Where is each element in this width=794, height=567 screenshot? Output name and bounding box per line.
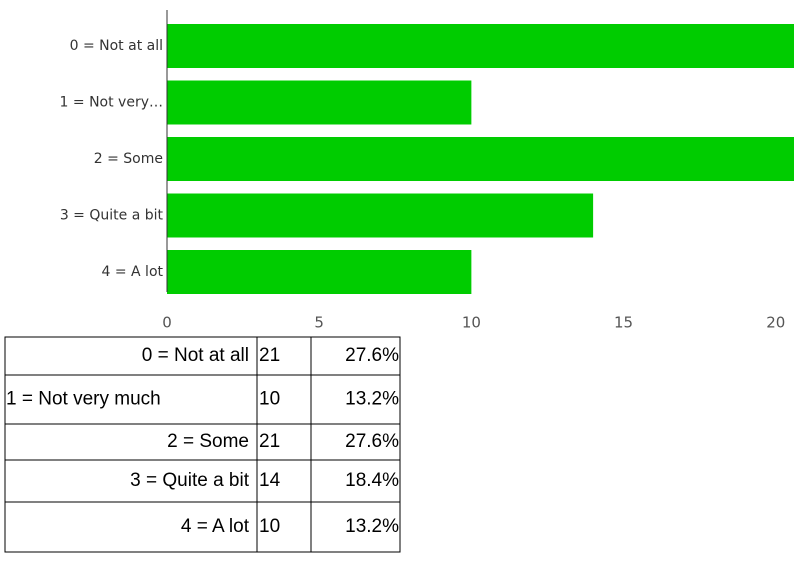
table-text: 14 xyxy=(259,470,281,491)
table-text: 0 = Not at all xyxy=(142,345,249,366)
x-tick-label: 10 xyxy=(462,314,481,332)
table-text: 27.6% xyxy=(345,431,399,452)
y-tick-label: 0 = Not at all xyxy=(70,38,163,54)
bar xyxy=(167,193,594,238)
x-tick-label: 15 xyxy=(614,314,633,332)
x-tick-label: 0 xyxy=(162,314,172,332)
table-text: 18.4% xyxy=(345,470,399,491)
table-cell xyxy=(310,501,401,553)
table-text: 27.6% xyxy=(345,345,399,366)
table-text: 3 = Quite a bit xyxy=(130,470,250,491)
bar xyxy=(167,250,472,294)
bar xyxy=(167,24,794,68)
x-tick-label: 20 xyxy=(766,314,785,332)
bar xyxy=(167,137,794,181)
table-text: 2 = Some xyxy=(167,431,249,452)
y-tick-label: 1 = Not very… xyxy=(60,95,163,111)
table-text: 13.2% xyxy=(345,516,399,537)
table-text: 4 = A lot xyxy=(181,516,250,537)
table-text: 10 xyxy=(259,389,280,410)
bar xyxy=(167,80,472,125)
x-tick-label: 5 xyxy=(314,314,324,332)
y-tick-label: 2 = Some xyxy=(94,151,163,167)
table-text: 1 = Not very much xyxy=(6,389,161,410)
table-text: 13.2% xyxy=(345,389,399,410)
y-tick-label: 4 = A lot xyxy=(101,264,163,280)
table-text: 21 xyxy=(259,431,280,452)
table-text: 21 xyxy=(259,345,280,366)
y-tick-label: 3 = Quite a bit xyxy=(60,208,164,224)
table-text: 10 xyxy=(259,516,280,537)
